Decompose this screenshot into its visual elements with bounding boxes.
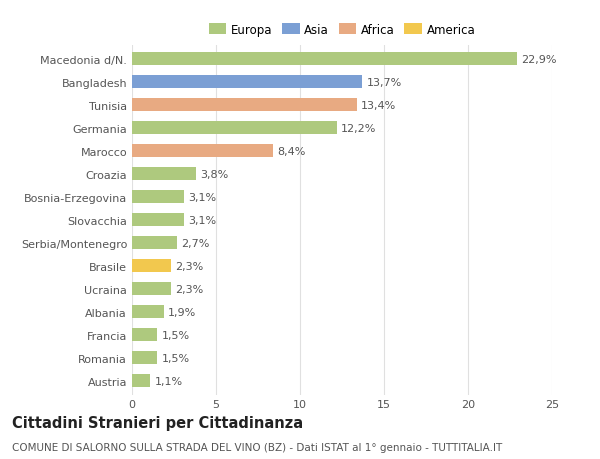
Text: 1,5%: 1,5% — [161, 330, 190, 340]
Legend: Europa, Asia, Africa, America: Europa, Asia, Africa, America — [209, 23, 475, 37]
Text: COMUNE DI SALORNO SULLA STRADA DEL VINO (BZ) - Dati ISTAT al 1° gennaio - TUTTIT: COMUNE DI SALORNO SULLA STRADA DEL VINO … — [12, 442, 502, 452]
Bar — [132, 237, 178, 250]
Text: 3,1%: 3,1% — [188, 215, 217, 225]
Bar — [132, 168, 196, 181]
Text: 13,7%: 13,7% — [367, 78, 401, 88]
Bar — [132, 122, 337, 135]
Text: 2,7%: 2,7% — [182, 238, 210, 248]
Text: 2,3%: 2,3% — [175, 261, 203, 271]
Text: 1,9%: 1,9% — [168, 307, 196, 317]
Bar — [132, 53, 517, 66]
Bar — [132, 76, 362, 89]
Bar — [132, 145, 273, 158]
Text: 3,8%: 3,8% — [200, 169, 228, 179]
Text: 13,4%: 13,4% — [361, 101, 397, 111]
Bar — [132, 306, 164, 319]
Bar — [132, 214, 184, 227]
Bar — [132, 260, 170, 273]
Bar — [132, 191, 184, 204]
Text: 8,4%: 8,4% — [277, 146, 305, 157]
Bar — [132, 99, 357, 112]
Text: 1,5%: 1,5% — [161, 353, 190, 363]
Text: 2,3%: 2,3% — [175, 284, 203, 294]
Text: 22,9%: 22,9% — [521, 55, 556, 65]
Bar — [132, 375, 151, 387]
Bar — [132, 329, 157, 341]
Text: 3,1%: 3,1% — [188, 192, 217, 202]
Text: 12,2%: 12,2% — [341, 123, 377, 134]
Bar — [132, 352, 157, 364]
Text: 1,1%: 1,1% — [155, 376, 183, 386]
Text: Cittadini Stranieri per Cittadinanza: Cittadini Stranieri per Cittadinanza — [12, 415, 303, 431]
Bar — [132, 283, 170, 296]
